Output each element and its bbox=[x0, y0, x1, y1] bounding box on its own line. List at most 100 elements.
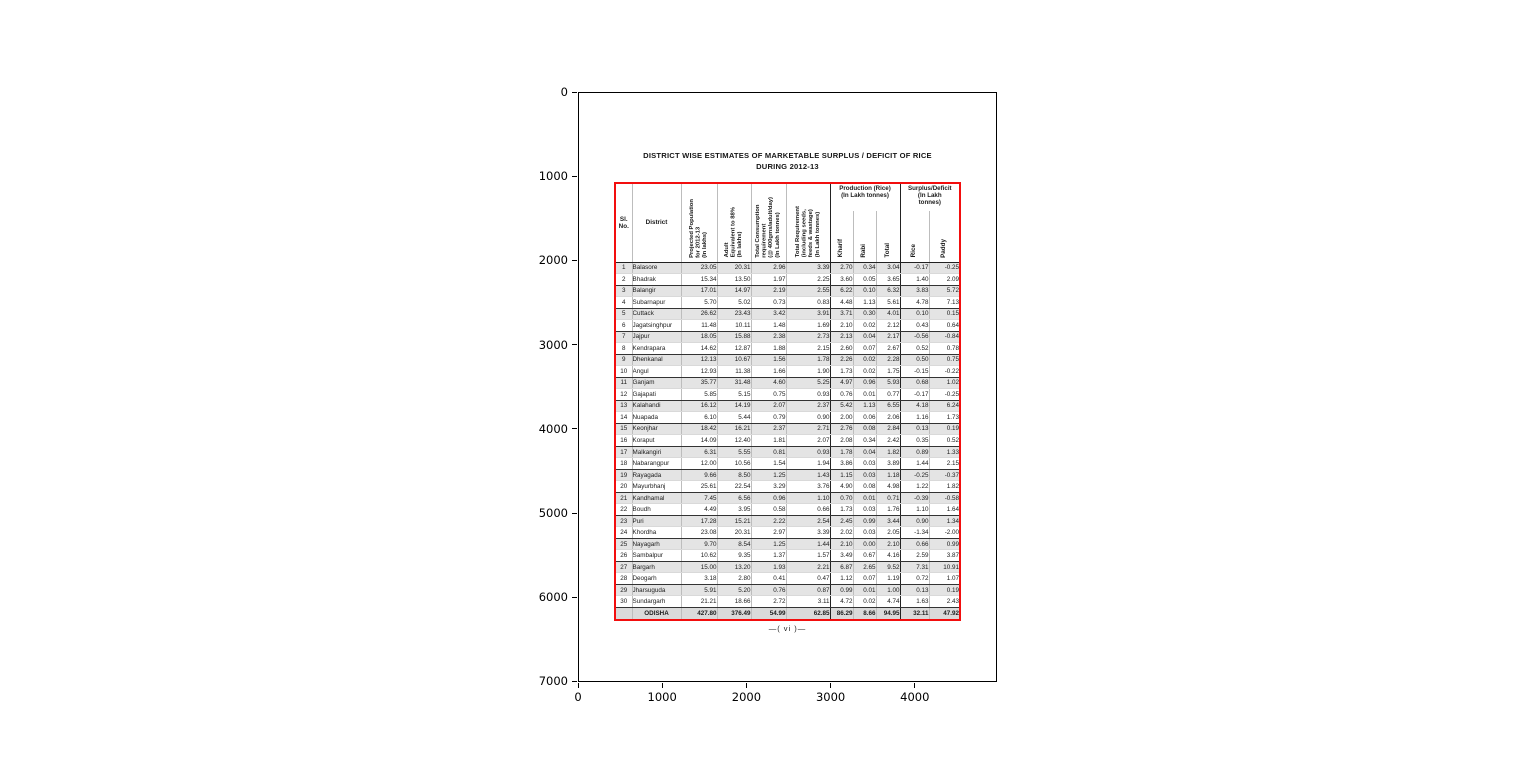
value-cell: 10.11 bbox=[716, 319, 751, 332]
value-cell: 0.03 bbox=[852, 526, 876, 539]
value-cell: 0.02 bbox=[852, 365, 876, 378]
rice-surplus-table: Sl. No. District Projected Population fo… bbox=[616, 184, 960, 619]
header-projected-population: Projected Population for 2012-13 (In lak… bbox=[680, 184, 717, 263]
value-cell: 1 bbox=[616, 262, 632, 274]
value-cell: 6.32 bbox=[875, 285, 901, 298]
value-cell: 20 bbox=[616, 480, 632, 493]
y-axis-tick-label: 0 bbox=[560, 85, 568, 99]
value-cell: 26 bbox=[616, 549, 632, 562]
value-cell: -0.25 bbox=[899, 469, 930, 482]
value-cell: 4.72 bbox=[829, 595, 853, 608]
value-cell: 17 bbox=[616, 446, 632, 459]
value-cell: 1.73 bbox=[829, 503, 853, 516]
value-cell: 1.15 bbox=[829, 469, 853, 482]
value-cell: 22 bbox=[616, 503, 632, 516]
value-cell: 9 bbox=[616, 354, 632, 367]
value-cell: 2.73 bbox=[785, 331, 830, 344]
district-cell: Sundargarh bbox=[631, 595, 681, 608]
value-cell: 2.07 bbox=[750, 400, 786, 413]
value-cell: 6.22 bbox=[829, 285, 853, 298]
value-cell: 1.76 bbox=[875, 503, 901, 516]
value-cell: 0.76 bbox=[829, 388, 853, 401]
district-cell: Kalahandi bbox=[631, 400, 681, 413]
value-cell: 3.91 bbox=[785, 308, 830, 321]
value-cell: 3 bbox=[616, 285, 632, 298]
header-adult-equivalent: Adult Equivalent to 88% (In lakhs) bbox=[716, 184, 751, 263]
district-cell: Nayagarh bbox=[631, 538, 681, 551]
value-cell: 3.49 bbox=[829, 549, 853, 562]
value-cell: 0.01 bbox=[852, 388, 876, 401]
value-cell: 5.20 bbox=[716, 584, 751, 597]
value-cell: 35.77 bbox=[680, 377, 717, 390]
value-cell: 11 bbox=[616, 377, 632, 390]
value-cell: 16 bbox=[616, 434, 632, 447]
value-cell: 18.05 bbox=[680, 331, 717, 344]
y-axis-tick-label: 3000 bbox=[538, 337, 568, 352]
value-cell: 5 bbox=[616, 308, 632, 321]
value-cell: 0.01 bbox=[852, 584, 876, 597]
value-cell: 7.31 bbox=[899, 561, 930, 574]
table-row: 30 Sundargarh 21.21 18.66 2.72 3.11 4.72 0.02 4.… bbox=[616, 595, 960, 608]
value-cell: 1.94 bbox=[785, 457, 830, 470]
value-cell bbox=[616, 606, 632, 619]
value-cell: 0.72 bbox=[899, 572, 930, 585]
value-cell: 3.65 bbox=[875, 273, 901, 286]
value-cell: -0.22 bbox=[928, 365, 960, 378]
value-cell: 1.16 bbox=[899, 411, 930, 424]
value-cell: 8.66 bbox=[852, 606, 876, 619]
value-cell: 1.73 bbox=[829, 365, 853, 378]
value-cell: 0.68 bbox=[899, 377, 930, 390]
y-axis-tick-label: 2000 bbox=[538, 253, 568, 268]
value-cell: 6.55 bbox=[875, 400, 901, 413]
value-cell: 0.52 bbox=[899, 342, 930, 355]
value-cell: 4.74 bbox=[875, 595, 901, 608]
value-cell: 1.34 bbox=[928, 515, 960, 528]
y-axis-tick bbox=[572, 344, 577, 346]
value-cell: 3.95 bbox=[716, 503, 751, 516]
value-cell: 0.47 bbox=[785, 572, 830, 585]
value-cell: 4.18 bbox=[899, 400, 930, 413]
value-cell: 21.21 bbox=[680, 595, 717, 608]
value-cell: 4.97 bbox=[829, 377, 853, 390]
value-cell: 4.01 bbox=[875, 308, 901, 321]
value-cell: 3.42 bbox=[750, 308, 786, 321]
header-district: District bbox=[631, 184, 681, 263]
value-cell: 1.66 bbox=[750, 365, 786, 378]
value-cell: 2.45 bbox=[829, 515, 853, 528]
value-cell: -0.25 bbox=[928, 262, 960, 274]
value-cell: 2.37 bbox=[785, 400, 830, 413]
value-cell: 4.78 bbox=[899, 296, 930, 309]
table-row: 8 Kendrapara 14.62 12.87 1.88 2.15 2.60 0.07 2.6… bbox=[616, 342, 960, 355]
value-cell: -0.17 bbox=[899, 262, 930, 274]
header-rabi: Rabi bbox=[852, 211, 876, 263]
value-cell: 3.44 bbox=[875, 515, 901, 528]
district-cell: Angul bbox=[631, 365, 681, 378]
value-cell: 6.10 bbox=[680, 411, 717, 424]
value-cell: 0.73 bbox=[750, 296, 786, 309]
value-cell: 2.42 bbox=[875, 434, 901, 447]
value-cell: 1.00 bbox=[875, 584, 901, 597]
value-cell: 15.21 bbox=[716, 515, 751, 528]
value-cell: 3.18 bbox=[680, 572, 717, 585]
value-cell: 20.31 bbox=[716, 526, 751, 539]
value-cell: 3.60 bbox=[829, 273, 853, 286]
value-cell: 94.95 bbox=[875, 606, 901, 619]
value-cell: 0.00 bbox=[852, 538, 876, 551]
value-cell: 1.88 bbox=[750, 342, 786, 355]
table-row: 12 Gajapati 5.85 5.15 0.75 0.93 0.76 0.01 0.77 -0… bbox=[616, 388, 960, 401]
district-cell: Gajapati bbox=[631, 388, 681, 401]
value-cell: 1.56 bbox=[750, 354, 786, 367]
table-total-row: ODISHA 427.80 376.49 54.99 62.85 86.29 8.66 94.… bbox=[616, 606, 960, 619]
value-cell: 1.82 bbox=[875, 446, 901, 459]
value-cell: 12.87 bbox=[716, 342, 751, 355]
header-surplus-deficit-group: Surplus/Deficit (In Lakh tonnes) bbox=[899, 184, 960, 211]
value-cell: 4.90 bbox=[829, 480, 853, 493]
value-cell: 3.87 bbox=[928, 549, 960, 562]
value-cell: 11.48 bbox=[680, 319, 717, 332]
value-cell: 6.31 bbox=[680, 446, 717, 459]
value-cell: 5.02 bbox=[716, 296, 751, 309]
table-row: 2 Bhadrak 15.34 13.50 1.97 2.25 3.60 0.05 3.65 1.… bbox=[616, 273, 960, 286]
value-cell: 18 bbox=[616, 457, 632, 470]
value-cell: 2.28 bbox=[875, 354, 901, 367]
